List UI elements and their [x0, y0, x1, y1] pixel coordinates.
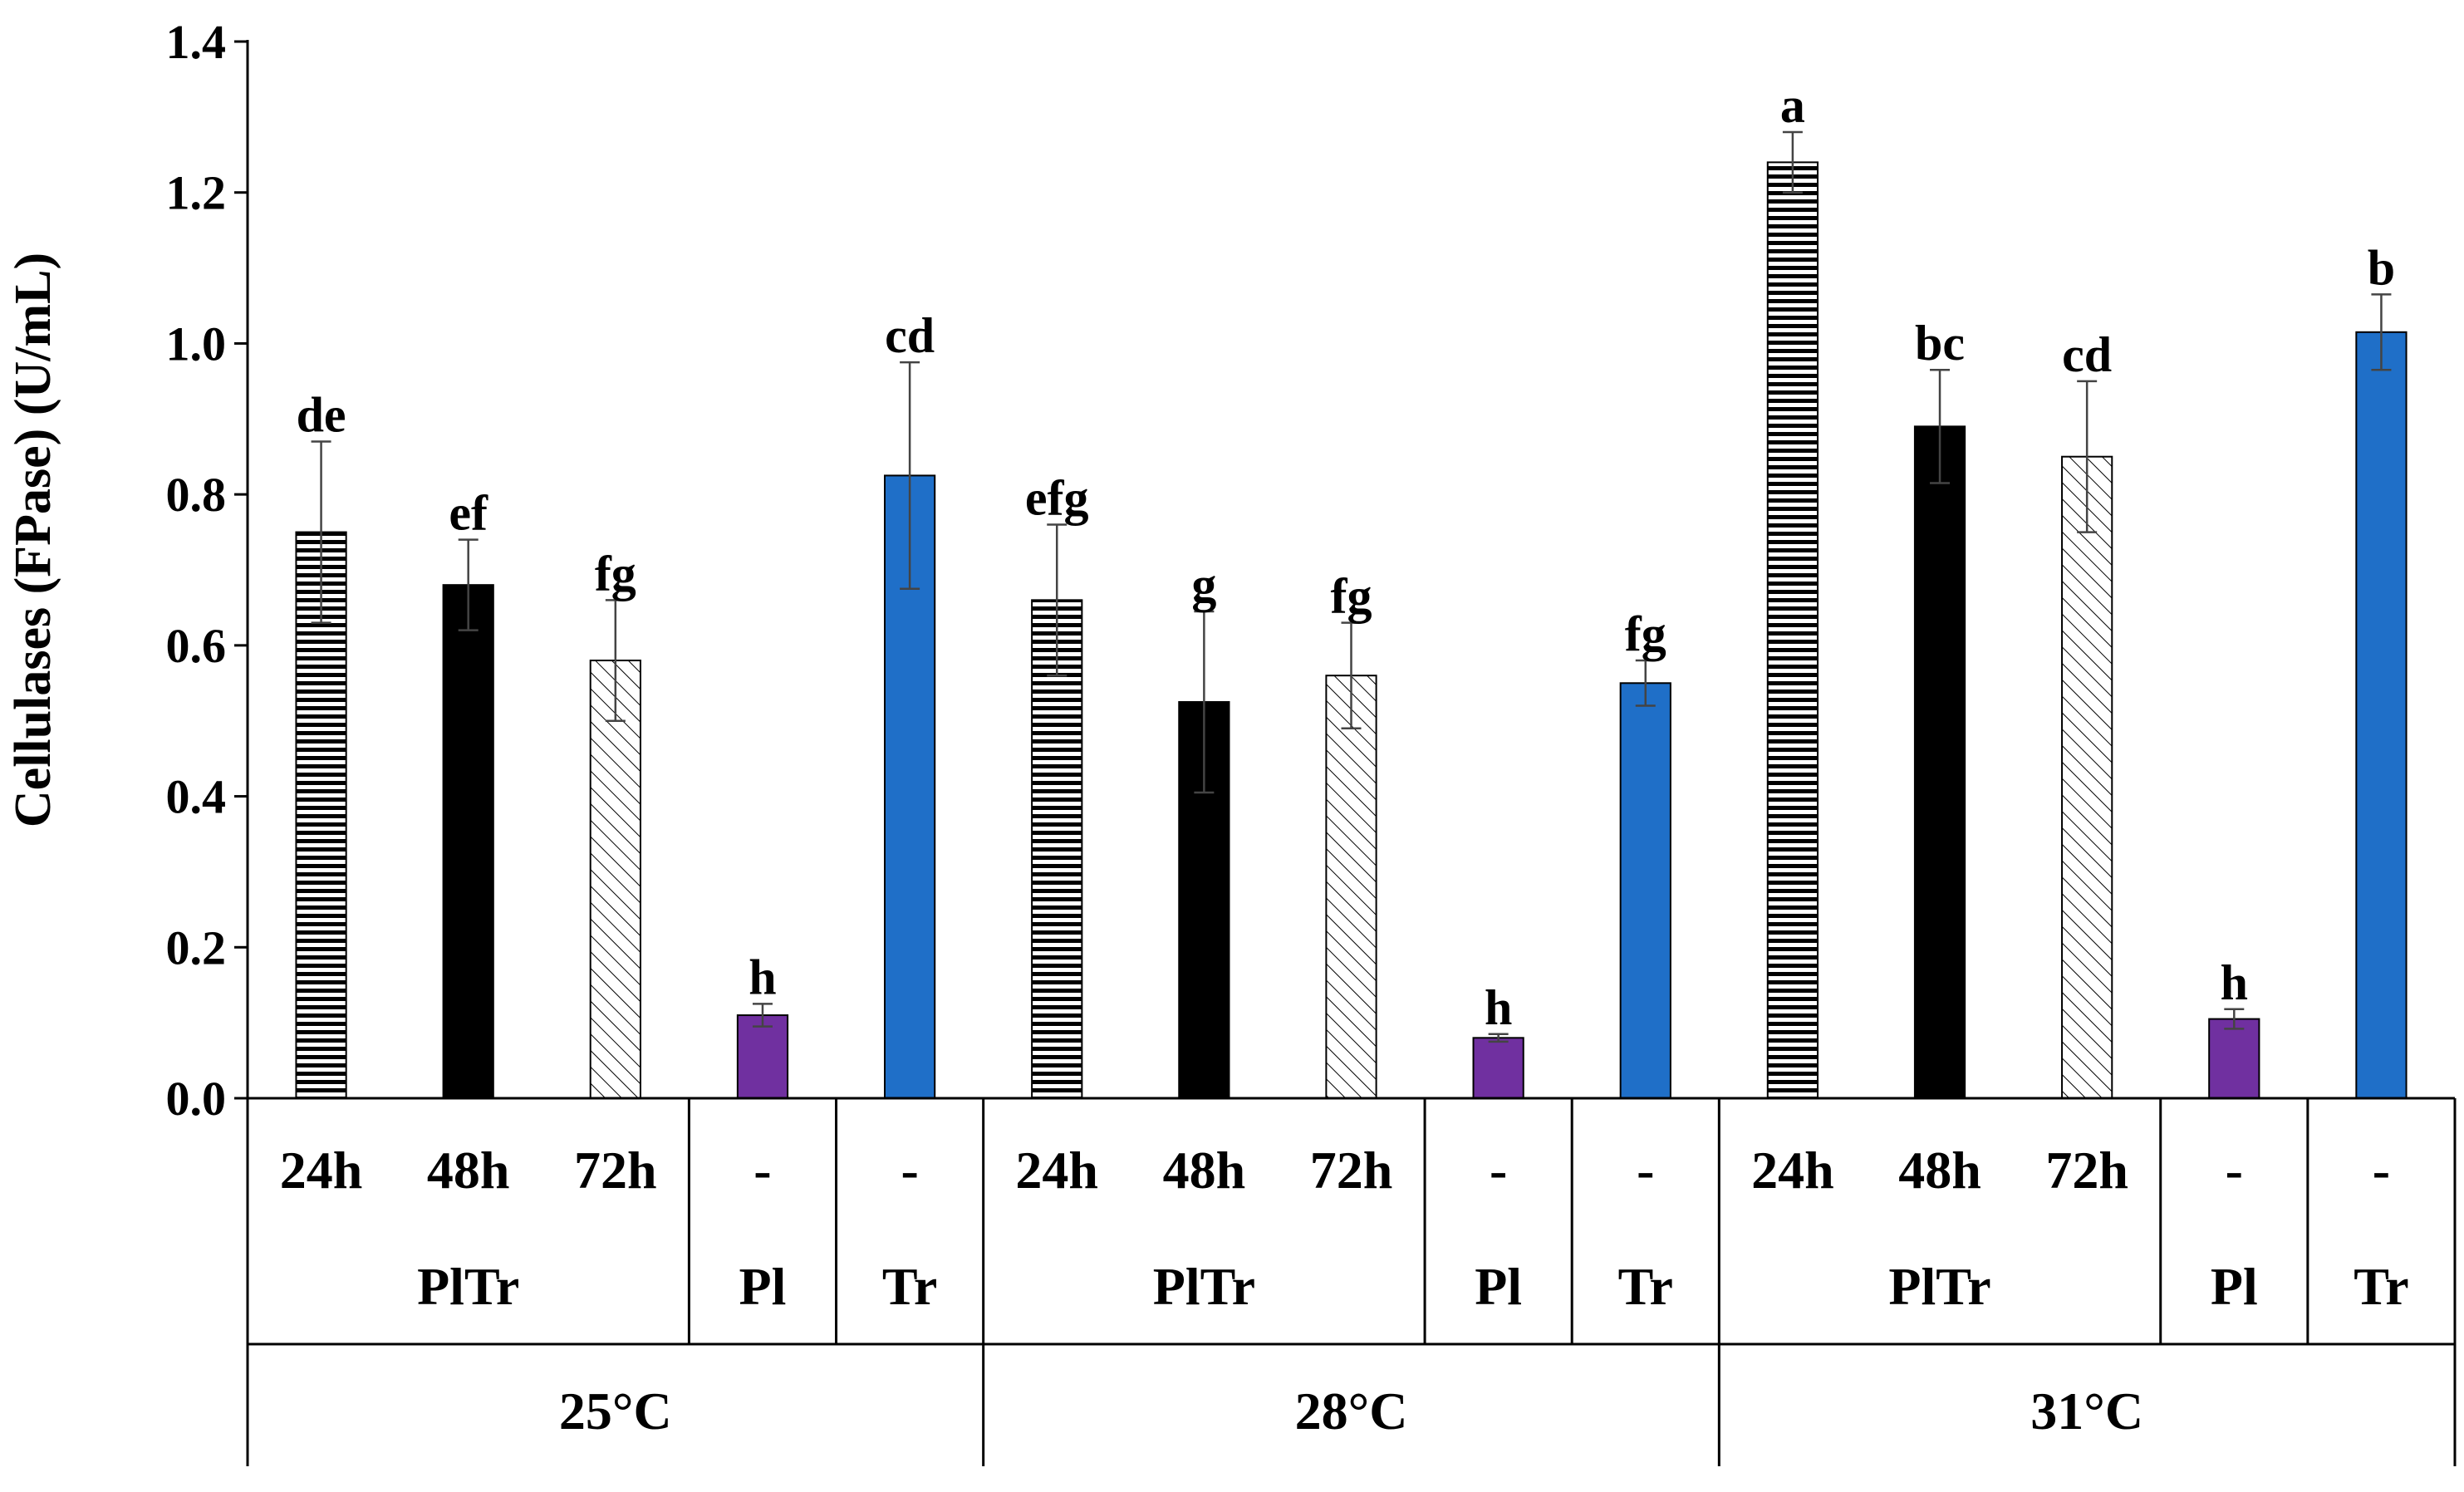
time-label: 24h	[280, 1141, 363, 1200]
significance-label: fg	[1625, 606, 1666, 661]
bar	[736, 1014, 789, 1099]
time-label: 72h	[1310, 1141, 1393, 1200]
significance-label: b	[2368, 240, 2395, 295]
bar	[2355, 331, 2408, 1099]
temperature-label: 31°C	[2030, 1382, 2143, 1440]
significance-label: cd	[2062, 327, 2112, 382]
time-label: -	[753, 1141, 771, 1200]
significance-label: a	[1780, 78, 1805, 133]
organism-label: PlTr	[1888, 1257, 1990, 1316]
bars-layer: de ef fg h cd efg g fg h fg a bc cd h b	[295, 78, 2408, 1100]
time-label: -	[1637, 1141, 1654, 1200]
significance-label: cd	[885, 308, 935, 363]
temperature-label: 25°C	[559, 1382, 672, 1440]
y-tick-label: 0.6	[166, 619, 227, 673]
y-tick-label: 1.0	[166, 317, 227, 371]
organism-label: Tr	[882, 1257, 937, 1316]
bar	[1766, 161, 1819, 1099]
y-axis: 0.0 0.2 0.4 0.6 0.8 1.0 1.2 1.4	[166, 15, 249, 1126]
significance-label: h	[749, 950, 776, 1004]
organism-label: PlTr	[417, 1257, 519, 1316]
bar	[2061, 455, 2113, 1099]
bar	[442, 584, 494, 1099]
time-label: 72h	[2045, 1141, 2128, 1200]
significance-label: fg	[595, 546, 636, 601]
bar	[1325, 675, 1377, 1099]
organism-label: Tr	[2354, 1257, 2408, 1316]
y-axis-title-group: Cellulases (FPase) (U/mL)	[5, 253, 61, 827]
y-tick-label: 0.8	[166, 468, 227, 522]
significance-label: ef	[449, 486, 488, 541]
organism-label: Tr	[1618, 1257, 1673, 1316]
y-tick-label: 1.4	[166, 15, 227, 69]
time-label: 48h	[1163, 1141, 1246, 1200]
time-label: 48h	[1898, 1141, 1981, 1200]
y-tick-label: 1.2	[166, 166, 227, 220]
significance-label: efg	[1025, 470, 1089, 525]
organism-label: Pl	[1475, 1257, 1522, 1316]
time-label: 24h	[1751, 1141, 1834, 1200]
time-label: -	[2226, 1141, 2243, 1200]
time-label: 24h	[1015, 1141, 1098, 1200]
time-label: 72h	[574, 1141, 657, 1200]
y-tick-label: 0.0	[166, 1072, 227, 1126]
significance-label: h	[1485, 980, 1512, 1035]
significance-label: bc	[1915, 316, 1965, 371]
organism-label: Pl	[2211, 1257, 2258, 1316]
y-tick-label: 0.2	[166, 920, 227, 974]
bar	[1619, 682, 1671, 1099]
bar	[1913, 425, 1966, 1099]
time-label: -	[2373, 1141, 2390, 1200]
significance-label: fg	[1331, 569, 1372, 624]
bar	[295, 531, 347, 1099]
temperature-label: 28°C	[1295, 1382, 1408, 1440]
significance-label: de	[297, 388, 346, 443]
bar	[1472, 1037, 1524, 1100]
y-tick-label: 0.4	[166, 770, 227, 824]
bar	[589, 660, 641, 1099]
time-label: -	[1490, 1141, 1507, 1200]
time-label: -	[901, 1141, 918, 1200]
significance-label: g	[1191, 557, 1216, 612]
organism-label: Pl	[739, 1257, 787, 1316]
significance-label: h	[2221, 955, 2248, 1010]
organism-label: PlTr	[1153, 1257, 1255, 1316]
y-axis-title: Cellulases (FPase) (U/mL)	[5, 253, 61, 827]
bar	[2208, 1018, 2260, 1099]
time-label: 48h	[427, 1141, 510, 1200]
